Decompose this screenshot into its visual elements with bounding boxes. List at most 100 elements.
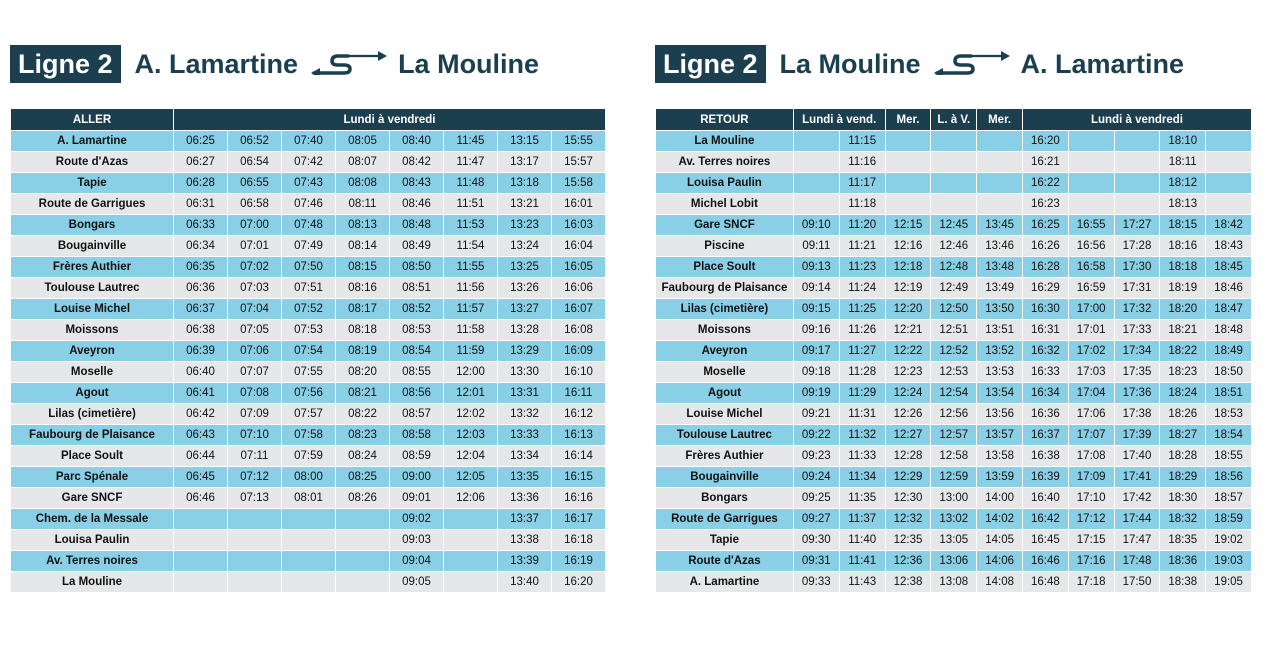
- time-cell: 15:55: [551, 130, 606, 152]
- table-row: Louisa Paulin 11:17 16:22 18:12: [655, 172, 1252, 194]
- day-group-header: L. à V.: [930, 109, 978, 131]
- stop-name-cell: Place Soult: [10, 445, 174, 467]
- time-cell: 18:27: [1159, 424, 1207, 446]
- time-cell: 17:38: [1113, 403, 1161, 425]
- time-cell: 07:46: [281, 193, 336, 215]
- time-cell: 18:12: [1159, 172, 1207, 194]
- route-title: Ligne 2 A. Lamartine La Mouline: [10, 45, 608, 83]
- time-cell: [1067, 193, 1115, 215]
- time-cell: 06:41: [173, 382, 228, 404]
- table-row: La Mouline 09:05 13:40 16:20: [10, 571, 606, 593]
- time-cell: 09:10: [792, 214, 840, 236]
- time-cell: 18:19: [1159, 277, 1207, 299]
- time-cell: 16:46: [1022, 550, 1069, 572]
- time-cell: 08:59: [389, 445, 444, 467]
- time-cell: 06:34: [173, 235, 228, 257]
- time-cell: 06:52: [227, 130, 282, 152]
- time-cell: 11:51: [443, 193, 498, 215]
- time-cell: 13:49: [976, 277, 1023, 299]
- time-cell: 06:54: [227, 151, 282, 173]
- time-cell: 12:59: [930, 466, 978, 488]
- time-cell: 12:04: [443, 445, 498, 467]
- time-cell: [443, 529, 498, 551]
- time-cell: 11:45: [443, 130, 498, 152]
- table-row: A. Lamartine 06:25 06:52 07:40 08:05 08:40 11:…: [10, 130, 606, 152]
- time-cell: 12:22: [884, 340, 932, 362]
- time-cell: 18:46: [1205, 277, 1252, 299]
- time-cell: 16:26: [1022, 235, 1069, 257]
- time-cell: 08:21: [335, 382, 390, 404]
- stop-name-cell: Place Soult: [655, 256, 794, 278]
- table-row: Frères Authier 09:23 11:33 12:28 12:58 13:58 1…: [655, 445, 1252, 467]
- time-cell: 06:38: [173, 319, 228, 341]
- time-cell: 07:05: [227, 319, 282, 341]
- time-cell: 13:35: [497, 466, 552, 488]
- time-cell: 07:42: [281, 151, 336, 173]
- time-cell: 11:25: [838, 298, 886, 320]
- time-cell: 07:56: [281, 382, 336, 404]
- time-cell: 06:33: [173, 214, 228, 236]
- time-cell: 13:59: [976, 466, 1023, 488]
- stop-name-cell: Agout: [655, 382, 794, 404]
- time-cell: [1067, 151, 1115, 173]
- time-cell: 06:28: [173, 172, 228, 194]
- time-cell: 16:07: [551, 298, 606, 320]
- time-cell: 13:15: [497, 130, 552, 152]
- time-cell: [281, 550, 336, 572]
- time-cell: 08:14: [335, 235, 390, 257]
- time-cell: 18:56: [1205, 466, 1252, 488]
- time-cell: 18:45: [1205, 256, 1252, 278]
- time-cell: 17:33: [1113, 319, 1161, 341]
- time-cell: 16:09: [551, 340, 606, 362]
- time-cell: 16:15: [551, 466, 606, 488]
- time-cell: 12:53: [930, 361, 978, 383]
- stop-name-cell: Route d'Azas: [10, 151, 174, 173]
- time-cell: 06:45: [173, 466, 228, 488]
- time-cell: 08:53: [389, 319, 444, 341]
- time-cell: 11:16: [838, 151, 886, 173]
- stop-name-cell: Faubourg de Plaisance: [655, 277, 794, 299]
- time-cell: 13:17: [497, 151, 552, 173]
- time-cell: 09:31: [792, 550, 840, 572]
- time-cell: 17:34: [1113, 340, 1161, 362]
- time-cell: 07:06: [227, 340, 282, 362]
- time-cell: 13:24: [497, 235, 552, 257]
- time-cell: 18:49: [1205, 340, 1252, 362]
- schedule-table-retour: RETOUR Lundi à vend. Mer. L. à V. Mer. Lundi …: [655, 109, 1252, 593]
- time-cell: 12:20: [884, 298, 932, 320]
- time-cell: 07:01: [227, 235, 282, 257]
- time-cell: 17:09: [1067, 466, 1115, 488]
- time-cell: 13:06: [930, 550, 978, 572]
- table-row: Gare SNCF 09:10 11:20 12:15 12:45 13:45 16:25 1…: [655, 214, 1252, 236]
- time-cell: 09:14: [792, 277, 840, 299]
- table-row: Louise Michel 06:37 07:04 07:52 08:17 08:52 11…: [10, 298, 606, 320]
- time-cell: 16:25: [1022, 214, 1069, 236]
- time-cell: 08:24: [335, 445, 390, 467]
- time-cell: 13:18: [497, 172, 552, 194]
- time-cell: 07:50: [281, 256, 336, 278]
- table-row: Av. Terres noires 11:16 16:21 18:11: [655, 151, 1252, 173]
- destination-stop: A. Lamartine: [1020, 48, 1185, 79]
- day-group-header: Mer.: [976, 109, 1023, 131]
- time-cell: 09:18: [792, 361, 840, 383]
- time-cell: [173, 550, 228, 572]
- time-cell: 08:11: [335, 193, 390, 215]
- time-cell: 16:06: [551, 277, 606, 299]
- table-row: Aveyron 09:17 11:27 12:22 12:52 13:52 16:32 17:…: [655, 340, 1252, 362]
- table-row: Moissons 06:38 07:05 07:53 08:18 08:53 11:58 13…: [10, 319, 606, 341]
- stop-name-cell: Moselle: [655, 361, 794, 383]
- time-cell: 18:20: [1159, 298, 1207, 320]
- table-row: Bougainville 06:34 07:01 07:49 08:14 08:49 11:…: [10, 235, 606, 257]
- time-cell: 15:57: [551, 151, 606, 173]
- time-cell: 13:25: [497, 256, 552, 278]
- time-cell: 07:40: [281, 130, 336, 152]
- time-cell: 18:15: [1159, 214, 1207, 236]
- time-cell: 13:50: [976, 298, 1023, 320]
- time-cell: 13:08: [930, 571, 978, 593]
- time-cell: 12:38: [884, 571, 932, 593]
- time-cell: 12:54: [930, 382, 978, 404]
- time-cell: 07:52: [281, 298, 336, 320]
- time-cell: 06:42: [173, 403, 228, 425]
- stop-name-cell: Moselle: [10, 361, 174, 383]
- time-cell: [1067, 172, 1115, 194]
